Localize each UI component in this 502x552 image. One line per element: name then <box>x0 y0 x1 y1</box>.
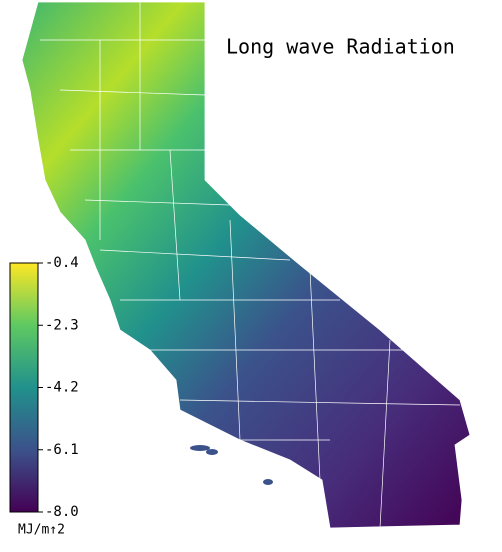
colorbar-tick-label: -4.2 <box>45 380 79 396</box>
colorbar-tick-label: -6.1 <box>45 442 79 458</box>
colorbar-label: MJ/m↑2 <box>18 523 65 538</box>
state-shape <box>21 1 471 529</box>
islands <box>190 445 273 485</box>
colorbar-tick-label: -0.4 <box>45 255 79 271</box>
colorbar <box>9 262 39 513</box>
colorbar-tick-label: -8.0 <box>45 504 79 520</box>
map-title: Long wave Radiation <box>226 35 455 59</box>
county-lines <box>40 2 461 529</box>
colorbar-tick-label: -2.3 <box>45 317 79 333</box>
